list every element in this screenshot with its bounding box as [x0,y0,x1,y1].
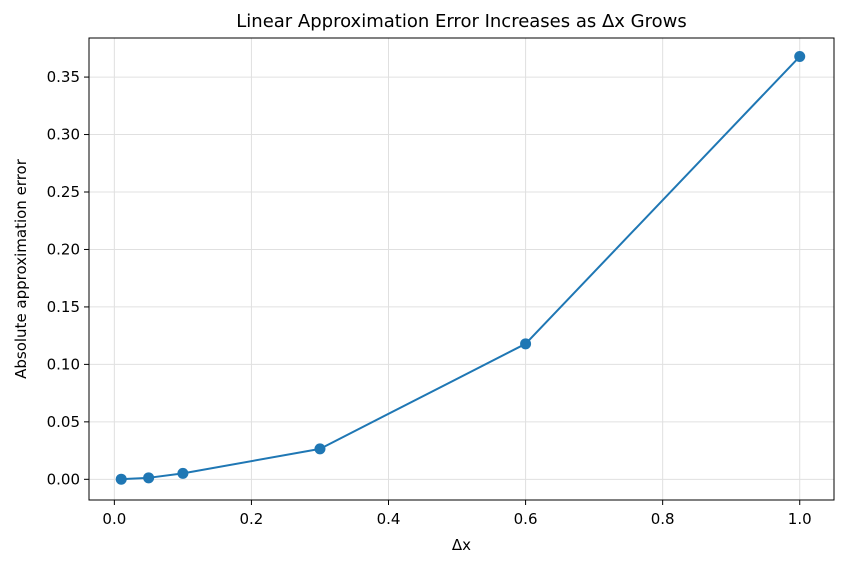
y-axis-label: Absolute approximation error [12,158,30,379]
y-tick-label: 0.05 [47,413,80,431]
x-axis-label: Δx [452,536,471,554]
data-point [115,473,127,485]
x-tick-label: 0.2 [240,510,264,528]
data-point [520,338,532,350]
y-axis-ticks: 0.00 0.05 0.10 0.15 0.20 0.25 0.30 0.35 [47,68,89,488]
x-axis-ticks: 0.0 0.2 0.4 0.6 0.8 1.0 [102,500,812,528]
x-tick-label: 0.8 [651,510,675,528]
y-tick-label: 0.35 [47,68,80,86]
x-tick-label: 0.6 [514,510,538,528]
data-point [143,472,155,484]
data-point [794,51,806,63]
series-layer [115,51,806,485]
y-tick-label: 0.10 [47,355,80,373]
data-point [314,443,326,455]
y-tick-label: 0.25 [47,183,80,201]
chart-title: Linear Approximation Error Increases as … [236,11,686,32]
x-tick-label: 0.4 [377,510,401,528]
y-tick-label: 0.00 [47,470,80,488]
x-tick-label: 1.0 [788,510,812,528]
grid [89,38,834,500]
data-point [177,467,189,479]
y-tick-label: 0.30 [47,126,80,144]
series-line [121,55,801,481]
x-tick-label: 0.0 [102,510,126,528]
y-tick-label: 0.20 [47,240,80,258]
plot-frame [88,37,835,501]
y-tick-label: 0.15 [47,298,80,316]
